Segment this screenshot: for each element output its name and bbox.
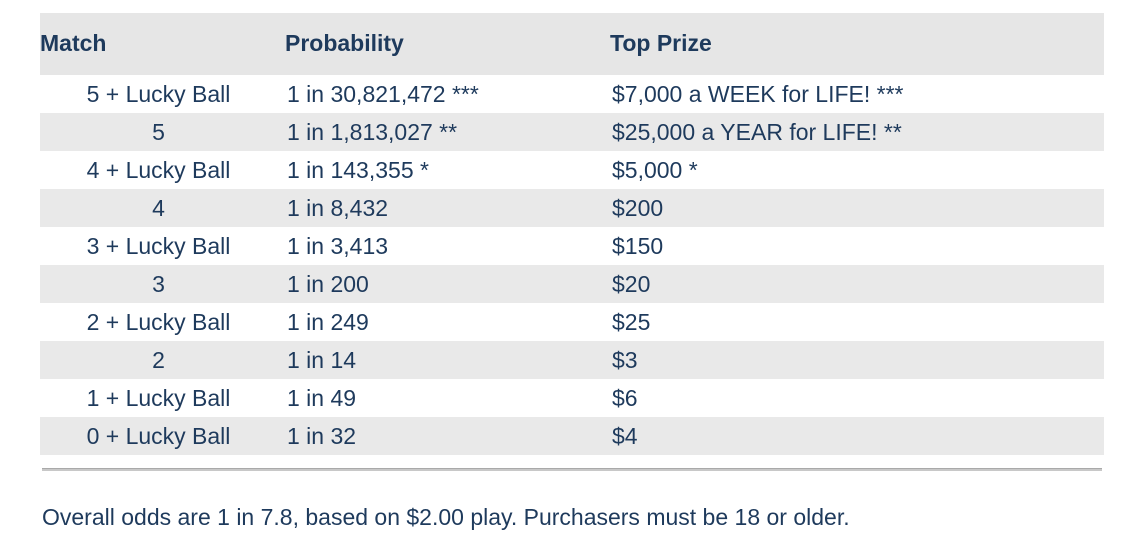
cut-off-text-line: ​: [40, 0, 1104, 12]
match-cell: 5 + Lucky Ball: [86, 80, 231, 107]
match-cell: 3 + Lucky Ball: [86, 232, 231, 259]
prize-cell: $20: [612, 270, 651, 297]
prize-cell: $200: [612, 194, 664, 221]
table-row: 5 1 in 1,813,027 ** $25,000 a YEAR for L…: [40, 113, 1104, 151]
prize-cell: $25,000 a YEAR for LIFE! **: [612, 118, 902, 145]
overall-odds-note: Overall odds are 1 in 7.8, based on $2.0…: [42, 504, 850, 530]
prize-cell: $5,000 *: [612, 156, 698, 183]
table-row: 3 1 in 200 $20: [40, 265, 1104, 303]
prize-cell: $6: [612, 384, 638, 411]
column-header-top-prize: Top Prize: [610, 29, 712, 56]
match-cell: 2: [152, 346, 165, 373]
table-row: 1 + Lucky Ball 1 in 49 $6: [40, 379, 1104, 417]
table-row: 2 1 in 14 $3: [40, 341, 1104, 379]
probability-cell: 1 in 49: [287, 384, 357, 411]
probability-cell: 1 in 3,413: [287, 232, 389, 259]
match-cell: 4 + Lucky Ball: [86, 156, 231, 183]
table-row: 0 + Lucky Ball 1 in 32 $4: [40, 417, 1104, 455]
column-header-match: Match: [40, 29, 107, 56]
match-cell: 1 + Lucky Ball: [86, 384, 231, 411]
prize-cell: $150: [612, 232, 664, 259]
probability-cell: 1 in 200: [287, 270, 369, 297]
prize-cell: $25: [612, 308, 651, 335]
match-cell: 5: [152, 118, 165, 145]
match-cell: 4: [152, 194, 165, 221]
probability-cell: 1 in 32: [287, 422, 357, 449]
probability-cell: 1 in 14: [287, 346, 357, 373]
table-row: 3 + Lucky Ball 1 in 3,413 $150: [40, 227, 1104, 265]
match-cell: 3: [152, 270, 165, 297]
section-divider: [42, 468, 1102, 471]
table-row: 2 + Lucky Ball 1 in 249 $25: [40, 303, 1104, 341]
probability-cell: 1 in 143,355 *: [287, 156, 429, 183]
probability-cell: 1 in 8,432: [287, 194, 389, 221]
prize-cell: $3: [612, 346, 638, 373]
table-row: 4 + Lucky Ball 1 in 143,355 * $5,000 *: [40, 151, 1104, 189]
probability-cell: 1 in 30,821,472 ***: [287, 80, 479, 107]
probability-cell: 1 in 249: [287, 308, 369, 335]
table-row: 5 + Lucky Ball 1 in 30,821,472 *** $7,00…: [40, 75, 1104, 113]
prize-cell: $4: [612, 422, 638, 449]
prize-odds-table: Match Probability Top Prize 5 + Lucky Ba…: [40, 13, 1104, 455]
probability-cell: 1 in 1,813,027 **: [287, 118, 458, 145]
match-cell: 2 + Lucky Ball: [86, 308, 231, 335]
column-header-probability: Probability: [285, 29, 404, 56]
prize-cell: $7,000 a WEEK for LIFE! ***: [612, 80, 904, 107]
table-header-row: Match Probability Top Prize: [40, 13, 1104, 75]
match-cell: 0 + Lucky Ball: [86, 422, 231, 449]
table-row: 4 1 in 8,432 $200: [40, 189, 1104, 227]
